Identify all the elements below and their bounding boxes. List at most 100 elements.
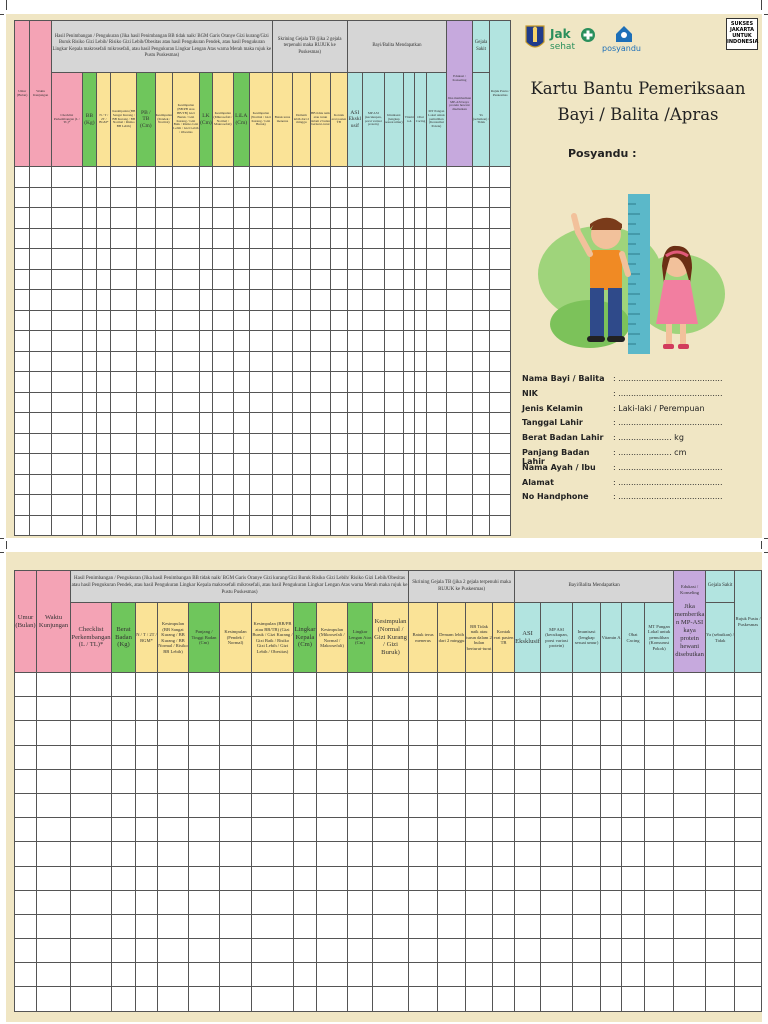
table-cell[interactable] (135, 865, 158, 891)
table-cell[interactable] (251, 938, 294, 964)
table-cell[interactable] (249, 494, 273, 516)
table-cell[interactable] (29, 186, 52, 208)
table-cell[interactable] (330, 514, 348, 536)
form-value[interactable]: : ......................................… (613, 418, 723, 428)
table-cell[interactable] (172, 391, 200, 413)
table-cell[interactable] (232, 309, 251, 331)
table-cell[interactable] (425, 330, 448, 352)
table-cell[interactable] (198, 309, 214, 331)
table-cell[interactable] (446, 453, 473, 475)
table-cell[interactable] (734, 962, 763, 988)
table-cell[interactable] (362, 248, 385, 270)
table-cell[interactable] (383, 248, 405, 270)
table-cell[interactable] (705, 792, 736, 819)
table-cell[interactable] (408, 865, 439, 891)
table-cell[interactable] (70, 889, 112, 915)
table-cell[interactable] (346, 514, 364, 536)
table-cell[interactable] (292, 268, 311, 290)
table-cell[interactable] (383, 268, 405, 290)
table-cell[interactable] (292, 412, 311, 434)
table-cell[interactable] (271, 514, 294, 536)
table-cell[interactable] (70, 962, 112, 988)
table-cell[interactable] (540, 744, 574, 770)
table-cell[interactable] (50, 330, 83, 352)
table-cell[interactable] (232, 166, 251, 188)
table-cell[interactable] (70, 865, 112, 891)
table-cell[interactable] (232, 350, 251, 372)
table-cell[interactable] (271, 453, 294, 475)
table-cell[interactable] (644, 817, 675, 843)
table-cell[interactable] (232, 514, 251, 536)
table-cell[interactable] (249, 227, 273, 249)
table-cell[interactable] (198, 432, 214, 454)
table-cell[interactable] (271, 166, 294, 188)
table-cell[interactable] (330, 432, 348, 454)
table-cell[interactable] (437, 938, 467, 964)
table-cell[interactable] (330, 391, 348, 413)
table-cell[interactable] (489, 186, 511, 208)
table-cell[interactable] (29, 412, 52, 434)
table-cell[interactable] (425, 186, 448, 208)
form-value[interactable]: : ......................................… (613, 492, 723, 502)
table-cell[interactable] (251, 841, 294, 867)
table-cell[interactable] (383, 453, 405, 475)
table-cell[interactable] (644, 671, 675, 698)
table-cell[interactable] (96, 514, 112, 536)
table-cell[interactable] (293, 986, 317, 1012)
table-cell[interactable] (705, 865, 736, 891)
table-cell[interactable] (734, 792, 763, 819)
table-cell[interactable] (50, 391, 83, 413)
table-cell[interactable] (425, 166, 448, 188)
table-cell[interactable] (81, 371, 98, 393)
table-cell[interactable] (514, 913, 542, 940)
table-cell[interactable] (600, 841, 623, 867)
table-cell[interactable] (437, 671, 467, 698)
table-cell[interactable] (437, 817, 467, 843)
table-cell[interactable] (81, 412, 98, 434)
table-cell[interactable] (446, 412, 473, 434)
table-cell[interactable] (316, 696, 348, 722)
table-cell[interactable] (489, 309, 511, 331)
table-cell[interactable] (172, 268, 200, 290)
table-cell[interactable] (14, 986, 37, 1012)
table-cell[interactable] (330, 268, 348, 290)
table-cell[interactable] (293, 841, 317, 867)
table-cell[interactable] (50, 309, 83, 331)
table-cell[interactable] (414, 330, 427, 352)
table-cell[interactable] (70, 744, 112, 770)
table-cell[interactable] (489, 371, 511, 393)
table-cell[interactable] (188, 720, 220, 746)
table-cell[interactable] (110, 227, 138, 249)
table-cell[interactable] (425, 494, 448, 516)
table-cell[interactable] (81, 453, 98, 475)
table-cell[interactable] (705, 841, 736, 867)
table-cell[interactable] (330, 494, 348, 516)
table-cell[interactable] (154, 309, 174, 331)
table-cell[interactable] (154, 248, 174, 270)
table-cell[interactable] (249, 371, 273, 393)
table-cell[interactable] (251, 889, 294, 915)
table-cell[interactable] (572, 889, 602, 915)
table-cell[interactable] (316, 768, 348, 794)
table-cell[interactable] (425, 514, 448, 536)
table-cell[interactable] (383, 432, 405, 454)
table-cell[interactable] (232, 473, 251, 495)
table-cell[interactable] (489, 330, 511, 352)
table-cell[interactable] (540, 913, 574, 940)
table-cell[interactable] (644, 744, 675, 770)
table-cell[interactable] (362, 330, 385, 352)
table-cell[interactable] (673, 696, 707, 722)
table-cell[interactable] (644, 938, 675, 964)
table-cell[interactable] (347, 938, 373, 964)
table-cell[interactable] (14, 841, 37, 867)
table-cell[interactable] (309, 330, 332, 352)
table-cell[interactable] (489, 248, 511, 270)
table-cell[interactable] (111, 913, 136, 940)
table-cell[interactable] (437, 720, 467, 746)
table-cell[interactable] (154, 412, 174, 434)
table-cell[interactable] (81, 227, 98, 249)
table-cell[interactable] (471, 289, 491, 311)
table-cell[interactable] (471, 207, 491, 229)
table-cell[interactable] (81, 268, 98, 290)
table-cell[interactable] (371, 792, 410, 819)
